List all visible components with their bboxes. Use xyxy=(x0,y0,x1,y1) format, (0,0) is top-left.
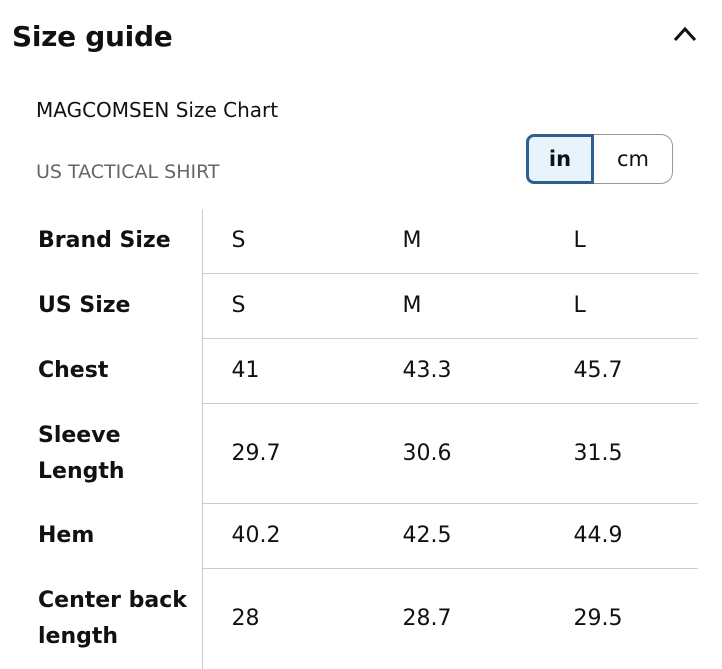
row-label: Chest xyxy=(38,338,203,404)
table-row: Chest 41 43.3 45.7 xyxy=(38,338,698,404)
chart-title: MAGCOMSEN Size Chart xyxy=(36,98,279,122)
table-row: Center back length 28 28.7 29.5 xyxy=(38,568,698,669)
cell: L xyxy=(544,273,698,339)
row-label: US Size xyxy=(38,273,203,339)
row-label: Brand Size xyxy=(38,209,203,274)
cell: 42.5 xyxy=(373,503,545,569)
cell: 45.7 xyxy=(544,338,698,404)
cell: M xyxy=(373,209,545,274)
section-title: Size guide xyxy=(12,20,173,53)
table-row: US Size S M L xyxy=(38,273,698,339)
cell: M xyxy=(373,273,545,339)
collapse-chevron[interactable] xyxy=(672,24,698,44)
cell: 28 xyxy=(231,605,260,631)
cell: 31.5 xyxy=(544,403,698,504)
cell: L xyxy=(544,209,698,274)
cell: 29.5 xyxy=(573,605,623,631)
table-row: Brand Size S M L xyxy=(38,209,698,274)
cell: 41 xyxy=(202,338,374,404)
row-label: Sleeve Length xyxy=(38,403,203,504)
cell: 29.7 xyxy=(202,403,374,504)
size-table: Brand Size S M L US Size S M L Chest 41 43.3 45.7 Sl… xyxy=(38,209,698,669)
cell: S xyxy=(202,209,374,274)
subtitle: US TACTICAL SHIRT xyxy=(36,161,220,183)
cell: S xyxy=(202,273,374,339)
cell: 43.3 xyxy=(373,338,545,404)
cell: 30.6 xyxy=(373,403,545,504)
cell: 28.7 xyxy=(402,605,452,631)
table-row: Hem 40.2 42.5 44.9 xyxy=(38,503,698,569)
row-label: Center back length xyxy=(38,568,203,669)
cell: 44.9 xyxy=(544,503,698,569)
unit-option[interactable]: in xyxy=(526,134,594,184)
table-row: Sleeve Length 29.7 30.6 31.5 xyxy=(38,403,698,504)
row-label: Hem xyxy=(38,503,203,569)
unit-option[interactable]: cm xyxy=(594,134,673,184)
cell: 40.2 xyxy=(202,503,374,569)
unit-toggle: in cm xyxy=(526,134,673,184)
